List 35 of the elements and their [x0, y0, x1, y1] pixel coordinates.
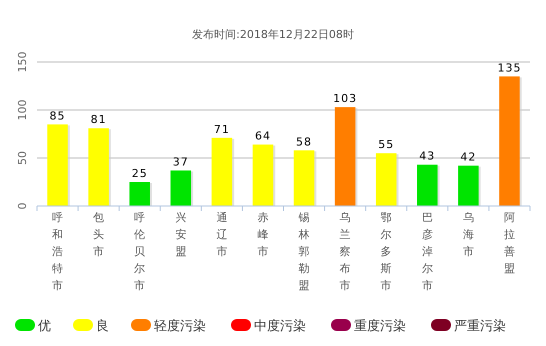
legend-label: 重度污染 — [354, 318, 406, 334]
y-tick-label: 100 — [16, 100, 29, 120]
x-tick-label: 赤峰市 — [257, 211, 268, 258]
x-tick-label: 鄂尔多斯市 — [380, 211, 392, 292]
data-label: 58 — [296, 135, 312, 148]
y-tick-label: 150 — [16, 52, 29, 72]
data-label: 37 — [172, 155, 189, 168]
data-label: 103 — [333, 92, 358, 106]
x-tick-label: 呼伦贝尔市 — [134, 211, 146, 292]
data-label: 71 — [214, 122, 230, 136]
data-label: 43 — [419, 150, 436, 163]
data-label: 42 — [460, 150, 476, 164]
legend-label: 中度污染 — [254, 318, 306, 334]
x-tick-label: 兴安盟 — [175, 211, 186, 258]
x-tick-label: 乌海市 — [462, 211, 474, 258]
data-label: 81 — [90, 113, 107, 126]
x-tick-label: 巴彦淖尔市 — [422, 211, 433, 292]
legend-label: 良 — [96, 319, 109, 334]
data-label: 135 — [497, 61, 522, 74]
x-tick-label: 锡林郭勒盟 — [298, 211, 310, 292]
data-label: 64 — [254, 130, 271, 143]
x-tick-label: 乌兰察布市 — [340, 211, 351, 292]
data-label: 85 — [50, 109, 66, 122]
x-tick-label: 包头市 — [93, 211, 104, 258]
x-tick-label: 通辽市 — [216, 211, 228, 258]
legend-label: 轻度污染 — [154, 318, 206, 334]
y-tick-label: 0 — [16, 202, 29, 210]
chart-title: 发布时间:2018年12月22日08时 — [192, 28, 354, 41]
data-label: 25 — [132, 167, 148, 180]
y-tick-label: 50 — [16, 151, 29, 165]
legend-label: 严重污染 — [454, 319, 506, 334]
legend-label: 优 — [38, 319, 51, 334]
x-tick-label: 呼和浩特市 — [52, 211, 64, 292]
data-label: 55 — [378, 138, 394, 152]
x-tick-label: 阿拉善盟 — [504, 211, 515, 275]
